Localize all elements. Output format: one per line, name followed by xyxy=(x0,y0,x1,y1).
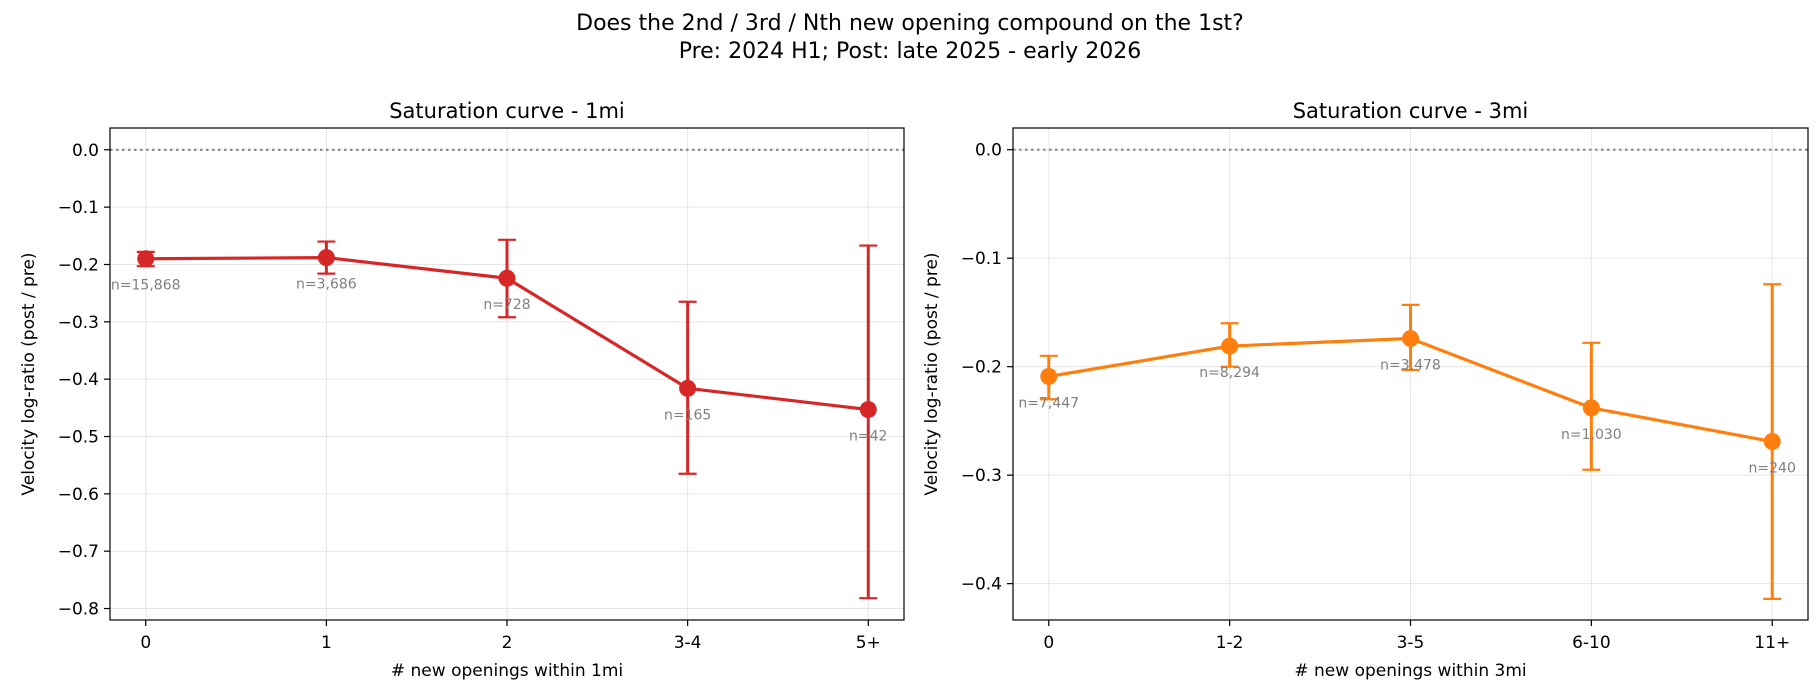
chart-3mi: 0.0 −0.1 −0.2 −0.3 −0.4 0 1-2 3-5 6-10 11+ Saturat… xyxy=(922,99,1809,681)
sample-size-label: n=42 xyxy=(849,429,887,445)
y-tick-label: −0.6 xyxy=(58,485,99,505)
data-point xyxy=(1582,399,1600,417)
y-tick-label: −0.2 xyxy=(961,358,1002,378)
sample-size-label: n=3,478 xyxy=(1380,357,1441,373)
data-point xyxy=(1040,367,1058,385)
data-point xyxy=(137,250,155,268)
y-tick-label: −0.3 xyxy=(58,313,99,333)
figure-suptitle: Does the 2nd / 3rd / Nth new opening com… xyxy=(576,11,1244,36)
x-tick-label: 1 xyxy=(321,633,332,653)
x-tick-label: 3-5 xyxy=(1397,633,1425,653)
y-tick-label: 0.0 xyxy=(975,141,1002,161)
data-point xyxy=(859,401,877,419)
data-point xyxy=(1221,337,1239,355)
y-tick-label: −0.2 xyxy=(58,255,99,275)
sample-size-label: n=240 xyxy=(1749,461,1796,477)
y-tick-label: −0.5 xyxy=(58,428,99,448)
y-axis-label: Velocity log-ratio (post / pre) xyxy=(922,252,942,495)
x-tick-label: 1-2 xyxy=(1216,633,1244,653)
x-tick-label: 3-4 xyxy=(674,633,702,653)
x-tick-label: 0 xyxy=(1043,633,1054,653)
figure-subtitle: Pre: 2024 H1; Post: late 2025 - early 20… xyxy=(678,39,1142,64)
y-tick-label: −0.4 xyxy=(961,575,1002,595)
data-point xyxy=(679,379,697,397)
y-tick-label: −0.4 xyxy=(58,370,99,390)
x-tick-label: 5+ xyxy=(856,633,881,653)
x-tick-label: 11+ xyxy=(1754,633,1790,653)
chart-title: Saturation curve - 1mi xyxy=(389,99,625,123)
sample-size-label: n=8,294 xyxy=(1199,365,1260,381)
y-tick-label: −0.7 xyxy=(58,542,99,562)
sample-size-label: n=15,868 xyxy=(111,278,181,294)
chart-1mi: 0.0 −0.1 −0.2 −0.3 −0.4 −0.5 −0.6 −0.7 −0.8 0 1 2 3-… xyxy=(19,99,905,681)
data-point xyxy=(1402,329,1419,347)
y-tick-label: −0.1 xyxy=(961,249,1002,269)
x-axis-label: # new openings within 3mi xyxy=(1294,661,1526,681)
sample-size-label: n=728 xyxy=(483,297,530,313)
sample-size-label: n=1,030 xyxy=(1561,427,1622,443)
data-point xyxy=(498,269,516,287)
x-tick-label: 6-10 xyxy=(1572,633,1611,653)
data-point xyxy=(1763,433,1781,451)
sample-size-label: n=3,686 xyxy=(296,277,357,293)
sample-size-label: n=7,447 xyxy=(1018,395,1079,411)
data-point xyxy=(317,249,335,267)
x-tick-label: 0 xyxy=(140,633,151,653)
x-axis-label: # new openings within 1mi xyxy=(391,661,623,681)
sample-size-label: n=165 xyxy=(664,407,711,423)
y-axis-label: Velocity log-ratio (post / pre) xyxy=(19,252,39,495)
chart-title: Saturation curve - 3mi xyxy=(1293,99,1529,123)
y-tick-label: 0.0 xyxy=(72,141,99,161)
y-tick-label: −0.1 xyxy=(58,198,99,218)
x-tick-label: 2 xyxy=(502,633,513,653)
y-tick-label: −0.3 xyxy=(961,466,1002,486)
y-tick-label: −0.8 xyxy=(58,600,99,620)
